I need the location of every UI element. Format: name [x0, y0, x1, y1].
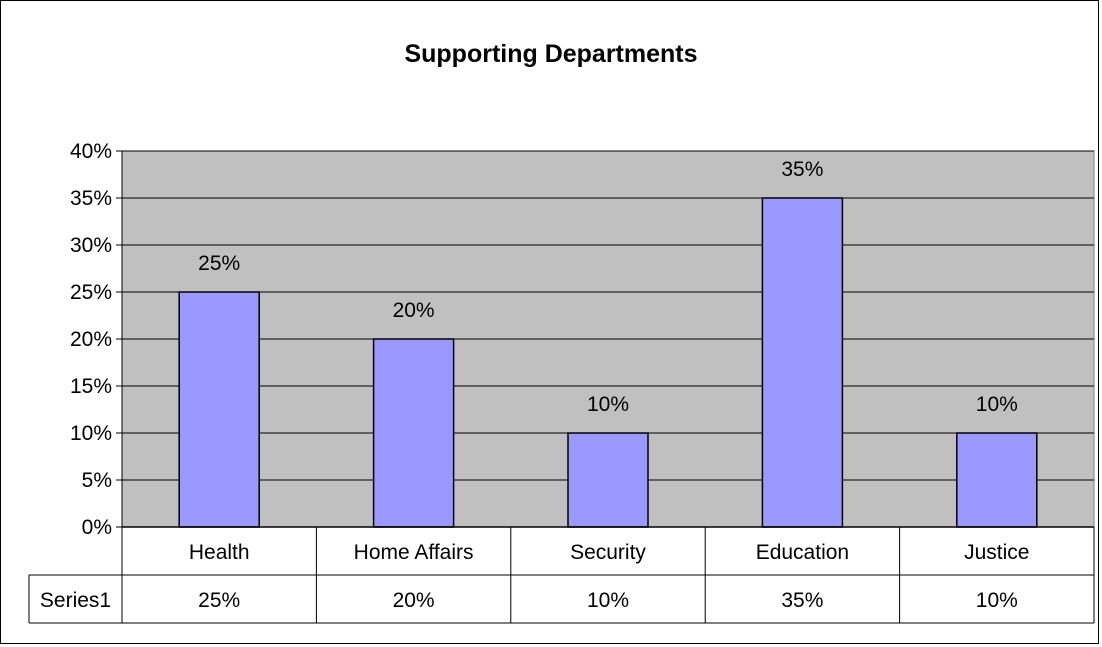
bar: [372, 338, 455, 528]
data-label: 10%: [976, 393, 1018, 416]
table-value: 20%: [393, 589, 435, 612]
bar: [567, 432, 649, 528]
series-label: Series1: [40, 589, 111, 612]
table-value: 10%: [587, 589, 629, 612]
data-label: 25%: [198, 252, 240, 275]
category-label: Security: [570, 541, 646, 564]
table-value: 35%: [781, 589, 823, 612]
y-tick-label: 35%: [70, 187, 112, 210]
table-value: 25%: [198, 589, 240, 612]
bar: [761, 197, 844, 528]
category-label: Health: [189, 541, 250, 564]
table-value: 10%: [976, 589, 1018, 612]
y-tick-label: 0%: [82, 516, 112, 539]
category-label: Home Affairs: [354, 541, 474, 564]
y-tick-label: 20%: [70, 328, 112, 351]
bar: [178, 291, 260, 528]
chart-title: Supporting Departments: [404, 40, 698, 68]
y-tick-label: 15%: [70, 375, 112, 398]
y-tick-label: 30%: [70, 234, 112, 257]
y-tick-label: 5%: [82, 469, 112, 492]
bar: [956, 432, 1038, 528]
y-tick-label: 10%: [70, 422, 112, 445]
category-label: Justice: [964, 541, 1029, 564]
category-label: Education: [756, 541, 849, 564]
data-label: 10%: [587, 393, 629, 416]
y-tick-label: 40%: [70, 140, 112, 163]
y-tick-label: 25%: [70, 281, 112, 304]
data-label: 20%: [393, 299, 435, 322]
data-label: 35%: [781, 158, 823, 181]
